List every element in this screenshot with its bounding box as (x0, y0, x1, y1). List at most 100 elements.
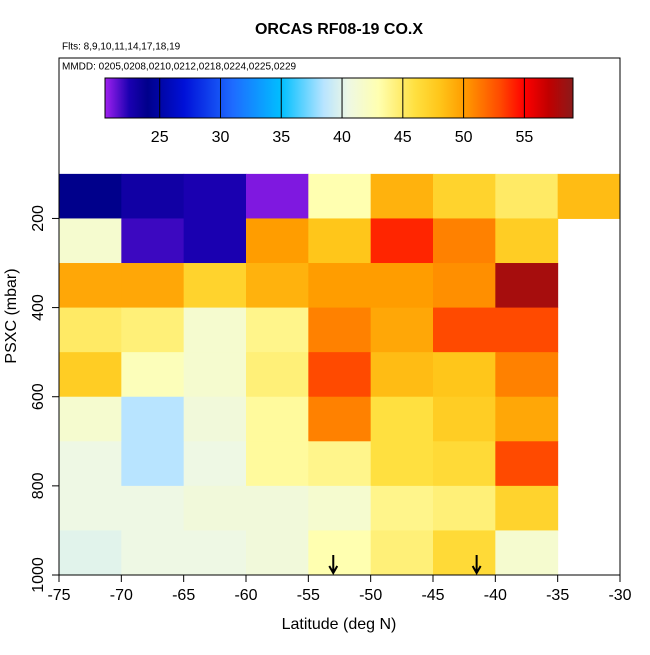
heat-cell (59, 352, 122, 398)
colorbar-tick-label: 40 (333, 129, 351, 146)
colorbar-tick-label: 55 (515, 129, 533, 146)
heat-cell (370, 173, 434, 219)
heat-cell (370, 441, 434, 487)
heat-cell (308, 530, 372, 576)
heat-cell (121, 441, 185, 487)
heat-cell (183, 352, 247, 398)
heat-cell (59, 441, 122, 487)
heat-cell (183, 263, 247, 309)
heat-cell (246, 352, 309, 398)
heat-cell (433, 307, 496, 353)
heat-cell (495, 173, 559, 219)
heat-cell (246, 307, 309, 353)
heat-cell (121, 307, 185, 353)
heat-cell (308, 352, 372, 398)
heat-cell (183, 307, 247, 353)
heat-cell (246, 441, 309, 487)
heat-cell (59, 218, 122, 264)
colorbar (104, 77, 574, 119)
y-tick-label: 800 (30, 472, 47, 499)
heat-cell (59, 485, 122, 531)
heat-cell (308, 485, 372, 531)
heat-cell (183, 173, 247, 219)
heat-cell (495, 396, 559, 442)
heat-cell (121, 173, 185, 219)
x-tick-label: -65 (172, 587, 195, 604)
heat-cell (370, 396, 434, 442)
heat-cell (308, 218, 372, 264)
x-tick-label: -30 (608, 587, 631, 604)
heat-cell (433, 485, 496, 531)
x-tick-label: -35 (546, 587, 569, 604)
heat-cell (183, 396, 247, 442)
heat-cell (433, 352, 496, 398)
heat-cell (495, 263, 559, 309)
heat-cell (370, 218, 434, 264)
heat-cell (370, 485, 434, 531)
heat-cell (495, 218, 559, 264)
heat-cell (433, 530, 496, 576)
colorbar-tick-label: 35 (272, 129, 290, 146)
x-axis-label: Latitude (deg N) (282, 616, 397, 633)
arrow (328, 555, 339, 576)
heat-cell (370, 307, 434, 353)
arrow (471, 555, 482, 576)
y-axis-label: PSXC (mbar) (3, 268, 20, 363)
heat-cell (495, 307, 559, 353)
heat-cell (59, 173, 122, 219)
heat-cell (433, 218, 496, 264)
annotation: MMDD: 0205,0208,0210,0212,0218,0224,0225… (62, 62, 297, 73)
heat-cell (59, 263, 122, 309)
heat-cell (370, 530, 434, 576)
colorbar-tick-label: 30 (212, 129, 230, 146)
x-tick-label: -60 (234, 587, 257, 604)
heat-cell (308, 441, 372, 487)
subtitle: Flts: 8,9,10,11,14,17,18,19 (62, 42, 181, 53)
heat-cell (59, 396, 122, 442)
y-tick-label: 1000 (30, 557, 47, 593)
x-tick-label: -40 (484, 587, 507, 604)
heat-cell (59, 530, 122, 576)
heat-cell (121, 263, 185, 309)
heat-cell (121, 218, 185, 264)
colorbar-tick-label: 50 (455, 129, 473, 146)
heat-cell (183, 530, 247, 576)
heat-cell (121, 530, 185, 576)
colorbar-tick-label: 45 (394, 129, 412, 146)
heat-cell (121, 396, 185, 442)
heat-cell (433, 173, 496, 219)
heat-cell (495, 441, 559, 487)
heat-cell (495, 530, 559, 576)
x-tick-label: -45 (421, 587, 444, 604)
heat-cell (308, 307, 372, 353)
heat-cell (246, 218, 309, 264)
heat-cell (183, 485, 247, 531)
x-tick-label: -70 (110, 587, 133, 604)
heat-cell (495, 485, 559, 531)
colorbar-tick-label: 25 (151, 129, 169, 146)
heat-cell (308, 263, 372, 309)
heat-cell (433, 263, 496, 309)
y-tick-label: 600 (30, 383, 47, 410)
heat-cell (246, 173, 309, 219)
heat-cell (557, 173, 621, 219)
heat-cell (433, 396, 496, 442)
heat-cell (370, 263, 434, 309)
heat-cell (246, 530, 309, 576)
heat-cell (246, 263, 309, 309)
chart-title: ORCAS RF08-19 CO.X (255, 21, 423, 38)
plot-frame (58, 57, 621, 576)
heat-cell (183, 218, 247, 264)
x-tick-label: -55 (297, 587, 320, 604)
heat-cell (308, 396, 372, 442)
heat-cell (183, 441, 247, 487)
heat-cell (246, 396, 309, 442)
heat-cell (246, 485, 309, 531)
x-tick-label: -75 (47, 587, 70, 604)
heat-cell (370, 352, 434, 398)
x-tick-label: -50 (359, 587, 382, 604)
heat-cell (121, 352, 185, 398)
heat-cell (308, 173, 372, 219)
heat-cell (121, 485, 185, 531)
